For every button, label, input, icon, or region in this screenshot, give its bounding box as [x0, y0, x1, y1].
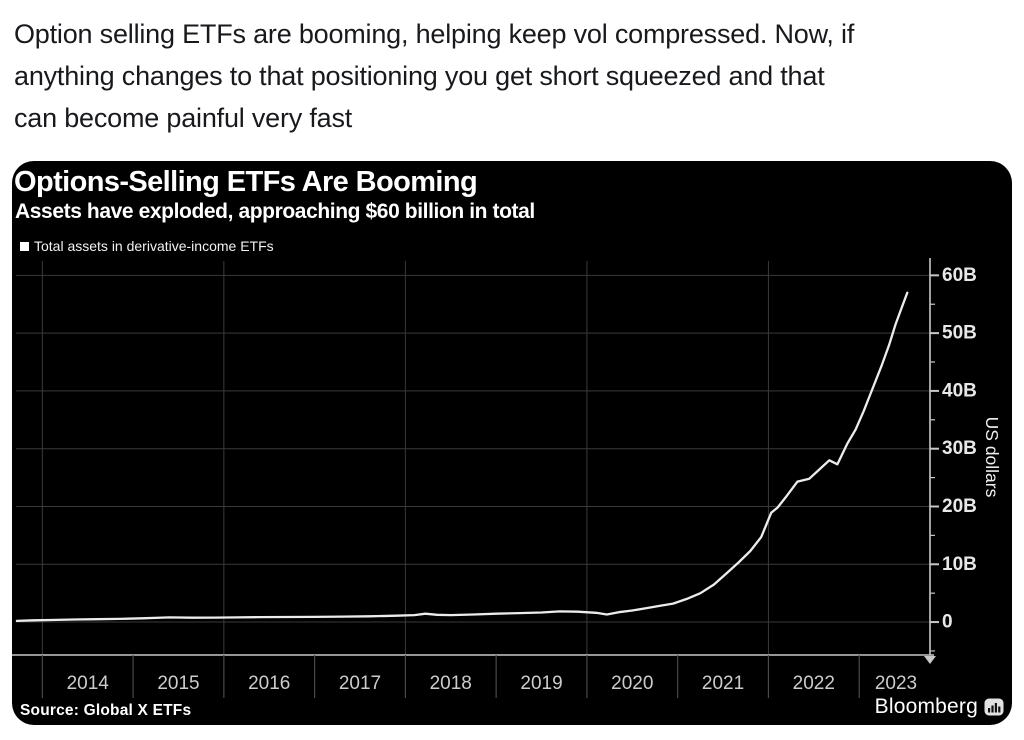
- post-text-line: can become painful very fast: [14, 103, 353, 133]
- bar-chart-icon: [984, 698, 1004, 716]
- legend-label: Total assets in derivative-income ETFs: [34, 238, 274, 254]
- y-tick-label: 20B: [942, 496, 977, 517]
- chart-subtitle: Assets have exploded, approaching $60 bi…: [15, 200, 535, 223]
- chart-panel: 0 10B 20B 30B 40B 50B 60B 2014 2015 2016 2017 2018 2…: [12, 161, 1012, 725]
- series-line: [15, 291, 909, 623]
- chart-legend: Total assets in derivative-income ETFs: [20, 238, 274, 254]
- y-tick-label: 60B: [942, 265, 977, 286]
- x-tick-label: 2016: [248, 673, 290, 694]
- post-text-line: Option selling ETFs are booming, helping…: [14, 19, 855, 49]
- y-tick-label: 0: [942, 612, 953, 633]
- x-tick-label: 2019: [520, 673, 562, 694]
- post-text-line: anything changes to that positioning you…: [14, 61, 825, 91]
- bloomberg-brand: Bloomberg: [875, 695, 1004, 719]
- bloomberg-wordmark: Bloomberg: [874, 695, 978, 718]
- x-tick-label: 2015: [157, 673, 199, 694]
- x-tick-label: 2021: [702, 673, 744, 694]
- post-text: Option selling ETFs are booming, helping…: [14, 13, 1004, 139]
- x-tick-label: 2018: [430, 673, 472, 694]
- y-axis-arrow-icon: [924, 656, 936, 664]
- chart-title: Options-Selling ETFs Are Booming: [14, 166, 478, 198]
- source-label: Source: Global X ETFs: [20, 702, 192, 719]
- y-tick-label: 50B: [942, 323, 977, 344]
- plot-svg: 0 10B 20B 30B 40B 50B 60B 2014 2015 2016 2017 2018 2…: [12, 258, 1002, 698]
- x-tick-label: 2020: [611, 673, 653, 694]
- x-tick-label: 2023: [875, 673, 917, 694]
- x-tick-label: 2017: [339, 673, 381, 694]
- y-axis-unit-label: US dollars: [982, 417, 1002, 498]
- x-tick-label: 2022: [793, 673, 835, 694]
- y-tick-label: 30B: [942, 438, 977, 459]
- y-tick-label: 40B: [942, 380, 977, 401]
- x-tick-label: 2014: [67, 673, 110, 694]
- legend-swatch-icon: [20, 241, 29, 251]
- y-tick-label: 10B: [942, 554, 977, 575]
